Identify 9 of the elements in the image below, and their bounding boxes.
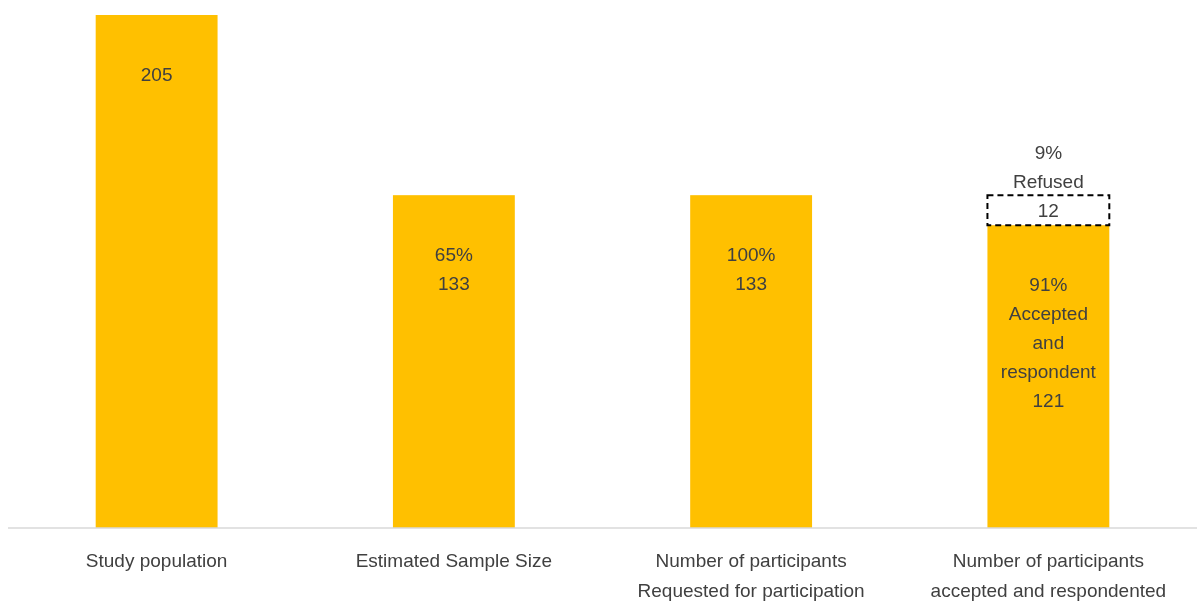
data-label: 91% Accepted and respondent 121 <box>1000 274 1097 412</box>
x-tick-label: Estimated Sample Size <box>355 550 553 571</box>
data-label: 9% Refused 12 <box>1012 142 1084 222</box>
x-tick-label: Number of participants Requested for participation <box>637 550 865 601</box>
x-tick-label: Study population <box>85 550 228 571</box>
data-label: 205 <box>140 64 173 85</box>
data-label: 65% 133 <box>434 244 473 295</box>
data-label: 100% 133 <box>726 244 776 295</box>
x-tick-label: Number of participants accepted and respondented <box>930 550 1167 601</box>
